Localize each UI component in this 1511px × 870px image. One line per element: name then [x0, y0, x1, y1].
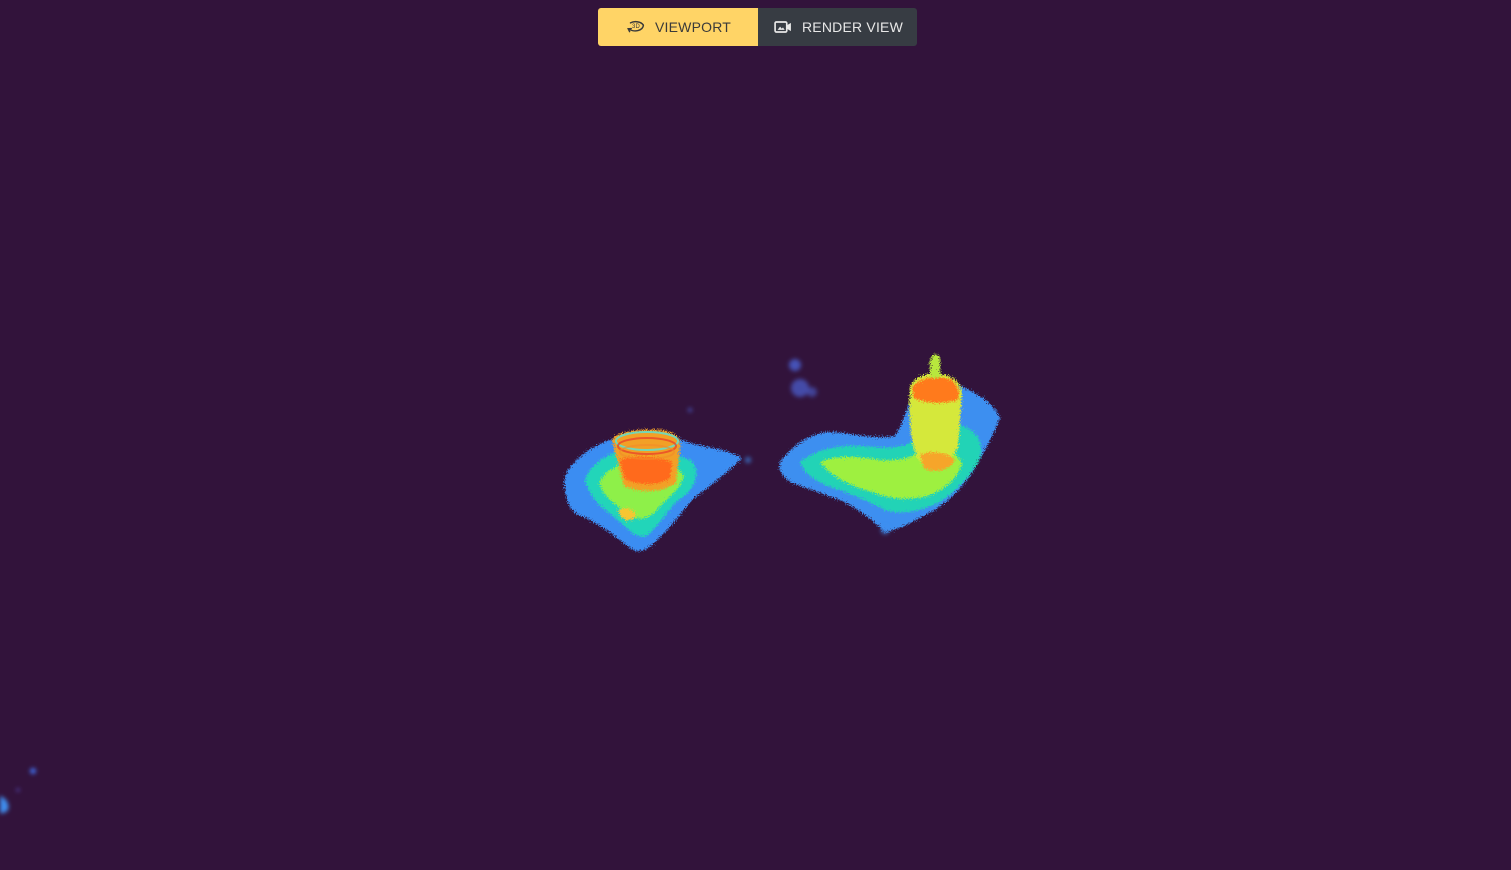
viewport-tab[interactable]: 3D VIEWPORT [598, 8, 758, 46]
scatter-fragments [688, 359, 889, 534]
point-cloud-object-left [564, 429, 742, 552]
3d-rotate-icon: 3D [625, 16, 647, 38]
point-cloud-object-right [779, 354, 1000, 532]
video-camera-icon [772, 16, 794, 38]
view-mode-toggle: 3D VIEWPORT RENDER VIEW [598, 8, 917, 46]
bowl-rim-detail [615, 431, 679, 460]
render-view-label: RENDER VIEW [802, 19, 903, 35]
viewport-label: VIEWPORT [654, 19, 732, 35]
point-cloud-fragment-corner [0, 768, 36, 814]
svg-text:3D: 3D [632, 24, 640, 30]
render-view-tab[interactable]: RENDER VIEW [758, 8, 917, 46]
